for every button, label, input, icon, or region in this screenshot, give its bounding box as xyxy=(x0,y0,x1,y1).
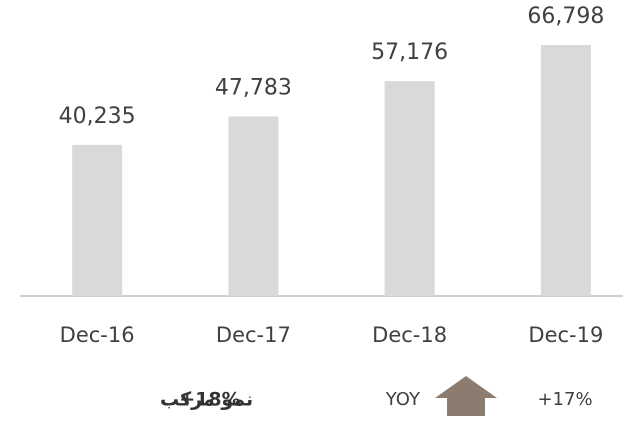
value-label: 40,235 xyxy=(59,104,136,129)
yoy-text: YOY xyxy=(385,389,421,410)
x-tick-label: Dec-18 xyxy=(372,323,447,347)
x-tick-label: Dec-17 xyxy=(216,323,291,347)
x-tick-label: Dec-19 xyxy=(528,323,603,347)
cagr-text: نمو مركب xyxy=(160,389,253,411)
yoy-value: +17% xyxy=(537,389,592,410)
cagr-value: +18% xyxy=(179,389,240,411)
value-label: 47,783 xyxy=(215,75,292,100)
up-arrow xyxy=(435,376,497,416)
value-label: 66,798 xyxy=(527,4,604,29)
x-tick-label: Dec-16 xyxy=(60,323,135,347)
bar xyxy=(384,81,435,296)
bar xyxy=(72,144,123,296)
value-label: 57,176 xyxy=(371,40,448,65)
bar xyxy=(540,45,591,296)
bar xyxy=(228,116,279,296)
